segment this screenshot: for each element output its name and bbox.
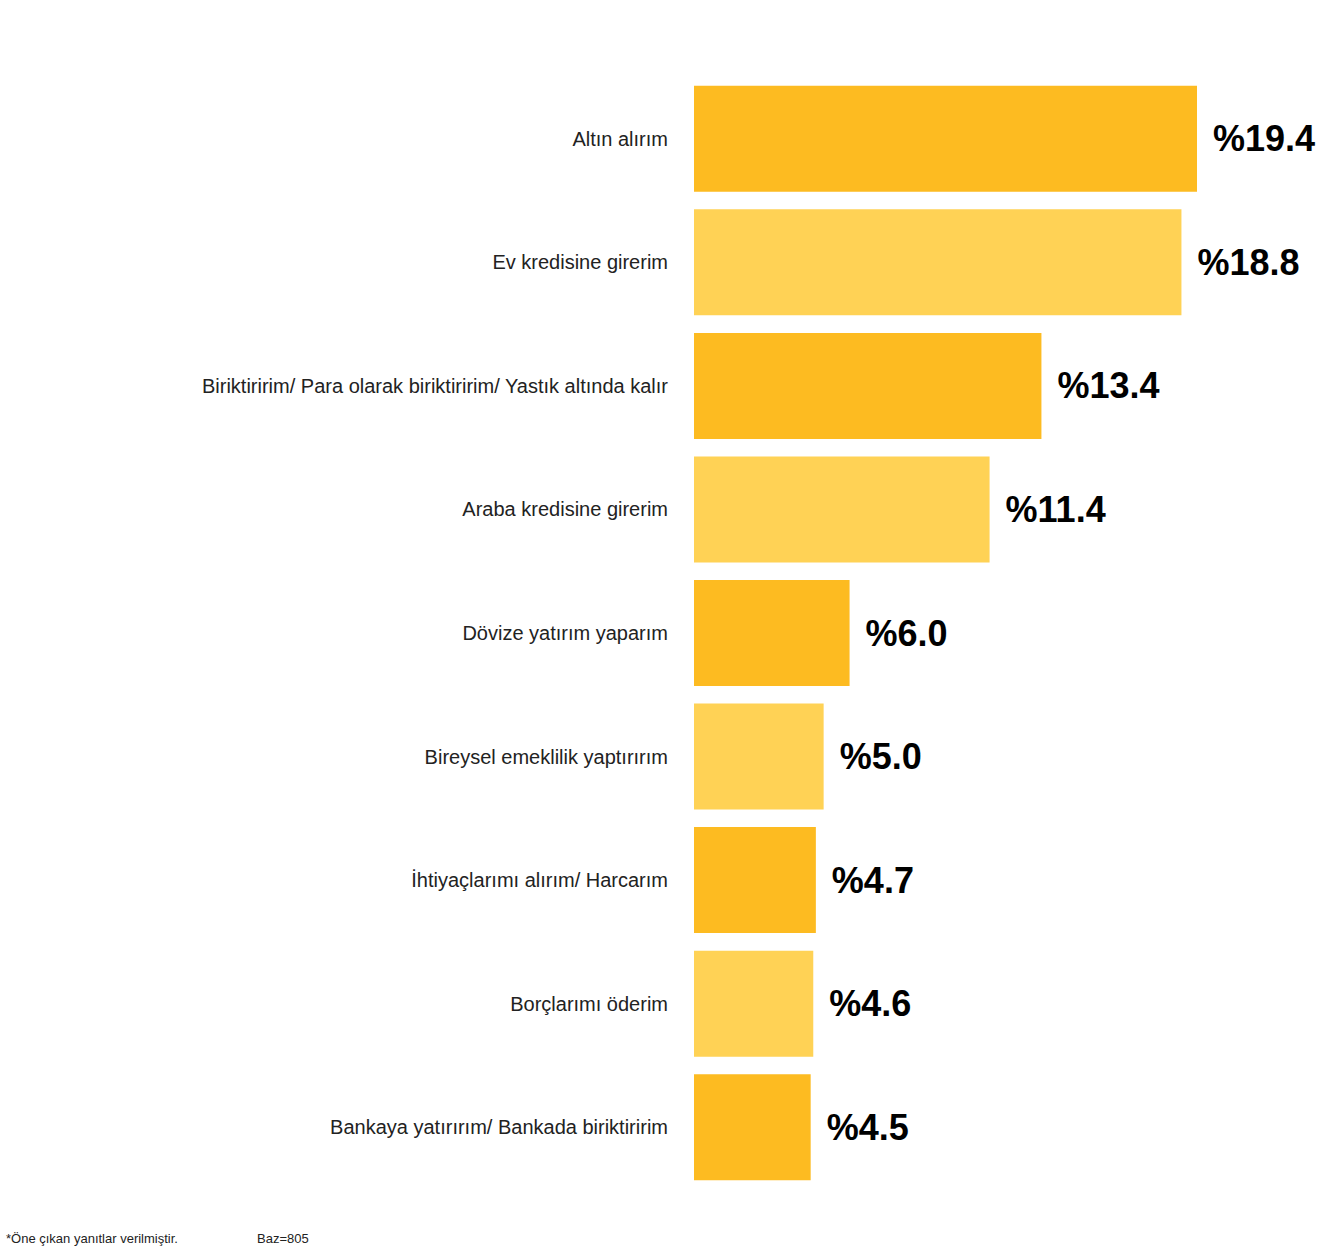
svg-text:Bireysel emeklilik yaptırırım: Bireysel emeklilik yaptırırım — [425, 746, 668, 768]
svg-text:Araba kredisine girerim: Araba kredisine girerim — [462, 498, 668, 520]
svg-text:%18.8: %18.8 — [1197, 242, 1299, 283]
svg-text:%4.5: %4.5 — [827, 1107, 909, 1148]
svg-text:Borçlarımı öderim: Borçlarımı öderim — [510, 993, 668, 1015]
svg-text:%13.4: %13.4 — [1057, 365, 1159, 406]
svg-text:%6.0: %6.0 — [866, 613, 948, 654]
svg-text:Dövize yatırım yaparım: Dövize yatırım yaparım — [462, 622, 668, 644]
svg-text:İhtiyaçlarımı alırım/ Harcarım: İhtiyaçlarımı alırım/ Harcarım — [411, 869, 668, 891]
svg-text:Baz=805: Baz=805 — [257, 1231, 309, 1246]
svg-text:Bankaya yatırırım/ Bankada bir: Bankaya yatırırım/ Bankada biriktiririm — [330, 1116, 668, 1138]
svg-text:%19.4: %19.4 — [1213, 118, 1315, 159]
svg-text:%11.4: %11.4 — [1006, 489, 1106, 530]
svg-text:%5.0: %5.0 — [840, 736, 922, 777]
svg-text:Altın alırım: Altın alırım — [572, 128, 668, 150]
svg-text:Ev kredisine girerim: Ev kredisine girerim — [492, 251, 668, 273]
svg-text:%4.6: %4.6 — [829, 983, 911, 1024]
svg-text:Biriktiririm/ Para olarak biri: Biriktiririm/ Para olarak biriktiririm/ … — [202, 375, 668, 397]
svg-text:%4.7: %4.7 — [832, 860, 914, 901]
svg-text:*Öne çıkan yanıtlar verilmişti: *Öne çıkan yanıtlar verilmiştir. — [6, 1231, 178, 1246]
